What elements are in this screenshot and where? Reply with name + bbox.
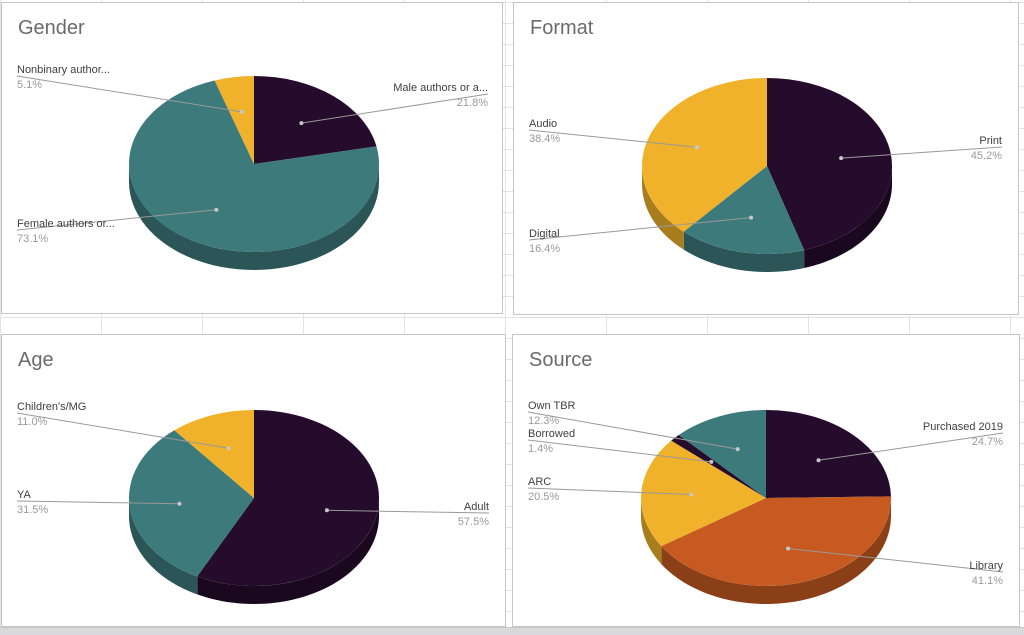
leader-dot <box>749 215 754 220</box>
pie-slice-side <box>661 498 891 604</box>
slice-percent-label: 20.5% <box>528 491 559 503</box>
horizontal-scrollbar[interactable] <box>0 627 1024 635</box>
leader-dot <box>839 156 844 161</box>
pie-slice[interactable] <box>767 78 893 251</box>
leader-dot <box>226 446 231 451</box>
leader-dot <box>299 121 304 126</box>
leader-dot <box>694 145 699 150</box>
slice-percent-label: 41.1% <box>972 575 1003 587</box>
slice-percent-label: 11.0% <box>17 416 48 428</box>
slice-label: Print <box>979 135 1002 147</box>
pie-slice[interactable] <box>254 76 377 164</box>
chart-source[interactable]: Source Purchased 2019 24.7% Library 41.1% AR… <box>512 334 1020 627</box>
pie-slice-side <box>642 166 684 250</box>
leader-dot <box>240 109 244 114</box>
pie-chart-age: Adult 57.5% YA 31.5% Children's/MG 11.0% <box>16 401 490 604</box>
pie-slice[interactable] <box>678 410 766 498</box>
leader-line <box>16 75 243 113</box>
slice-percent-label: 73.1% <box>17 233 48 245</box>
slice-label: Borrowed <box>528 428 575 440</box>
slice-label: Own TBR <box>528 400 576 412</box>
slice-percent-label: 21.8% <box>457 97 488 109</box>
pie-slice[interactable] <box>671 435 766 498</box>
chart-age[interactable]: Age Adult 57.5% YA 31.5% Children's/MG 11.0% <box>1 334 506 627</box>
leader-line <box>818 432 1004 461</box>
leader-line <box>16 500 180 505</box>
pie-slice-side <box>129 164 379 270</box>
pie-slice-side <box>129 498 198 595</box>
pie-slice[interactable] <box>683 166 805 255</box>
chart-gender[interactable]: Gender Male authors or a... 21.8% Female a… <box>1 2 503 314</box>
leader-dot <box>816 458 821 463</box>
leader-dot <box>689 492 694 497</box>
chart-format[interactable]: Format Print 45.2% Digital 16.4% Audio 38.4% <box>513 2 1019 315</box>
slice-percent-label: 31.5% <box>17 504 48 516</box>
leader-line <box>16 412 229 449</box>
leader-dot <box>709 459 714 464</box>
leader-line <box>326 509 490 514</box>
pie-slice[interactable] <box>128 80 379 253</box>
slice-label: Male authors or a... <box>393 82 488 94</box>
leader-line <box>301 93 489 124</box>
slice-label: Female authors or... <box>17 218 115 230</box>
slice-label: Audio <box>529 118 557 130</box>
leader-dot <box>177 501 182 506</box>
chart-title: Gender <box>18 17 85 39</box>
slice-percent-label: 38.4% <box>529 133 560 145</box>
leader-dot <box>786 546 791 551</box>
slice-label: YA <box>17 489 32 501</box>
pie-slice-side <box>197 498 379 604</box>
pie-slice[interactable] <box>214 76 254 164</box>
slice-percent-label: 45.2% <box>971 150 1002 162</box>
pie-slice[interactable] <box>197 410 379 586</box>
leader-line <box>527 439 712 463</box>
chart-title: Age <box>18 349 54 371</box>
pie-slice-side <box>804 166 892 269</box>
pie-chart-source: Purchased 2019 24.7% Library 41.1% ARC 20.5% B… <box>527 400 1004 604</box>
chart-title: Format <box>530 17 594 39</box>
slice-label: ARC <box>528 476 551 488</box>
leader-line <box>16 209 217 231</box>
leader-line <box>528 217 752 241</box>
slice-label: Children's/MG <box>17 401 86 413</box>
leader-dot <box>214 207 219 212</box>
slice-percent-label: 12.3% <box>528 415 559 427</box>
slice-percent-label: 5.1% <box>17 79 42 91</box>
pie-slice-side <box>641 498 662 565</box>
leader-line <box>788 548 1004 573</box>
slice-label: Nonbinary author... <box>17 64 110 76</box>
leader-dot <box>735 447 740 452</box>
pie-slice[interactable] <box>661 496 892 586</box>
slice-label: Adult <box>464 501 489 513</box>
pie-slice[interactable] <box>642 78 767 232</box>
pie-slice[interactable] <box>128 430 254 577</box>
pie-slice[interactable] <box>641 440 766 547</box>
slice-label: Purchased 2019 <box>923 421 1003 433</box>
leader-line <box>528 129 697 148</box>
leader-dot <box>324 508 329 513</box>
slice-percent-label: 16.4% <box>529 243 560 255</box>
pie-chart-gender: Male authors or a... 21.8% Female authors … <box>16 64 489 270</box>
leader-line <box>841 146 1003 159</box>
chart-title: Source <box>529 349 593 371</box>
slice-label: Digital <box>529 228 560 240</box>
pie-chart-format: Print 45.2% Digital 16.4% Audio 38.4% <box>528 78 1003 272</box>
leader-line <box>527 411 738 450</box>
pie-slice-side <box>683 231 805 272</box>
pie-slice[interactable] <box>766 410 891 498</box>
slice-percent-label: 24.7% <box>972 436 1003 448</box>
slice-percent-label: 57.5% <box>458 516 489 528</box>
pie-slice[interactable] <box>174 410 254 498</box>
slice-label: Library <box>969 560 1003 572</box>
slice-percent-label: 1.4% <box>528 443 553 455</box>
leader-line <box>527 487 692 495</box>
